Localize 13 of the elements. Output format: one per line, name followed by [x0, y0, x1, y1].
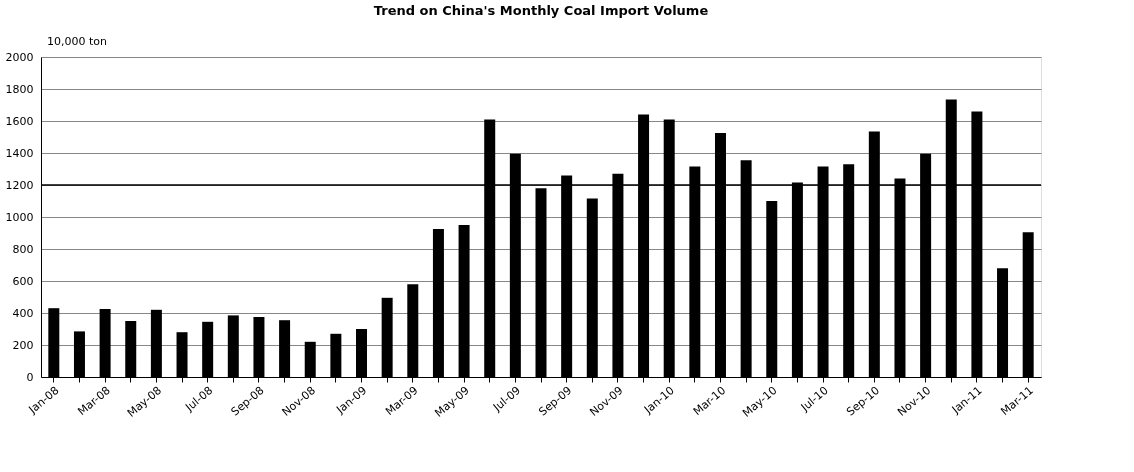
y-tick-label: 1800 — [5, 82, 34, 96]
y-tick-label: 2000 — [5, 50, 34, 64]
y-tick-label: 1400 — [5, 146, 34, 160]
y-axis-title: 10,000 ton — [47, 35, 108, 48]
y-tick-label: 600 — [12, 274, 34, 288]
y-tick-label: 1000 — [5, 210, 34, 224]
chart-title: Trend on China's Monthly Coal Import Volume — [373, 3, 709, 18]
y-tick-label: 1600 — [5, 114, 34, 128]
y-tick-label: 800 — [12, 242, 34, 256]
y-tick-label: 1200 — [5, 178, 34, 192]
y-tick-label: 400 — [12, 306, 34, 320]
y-tick-label: 0 — [26, 370, 34, 384]
y-tick-label: 200 — [12, 338, 34, 352]
